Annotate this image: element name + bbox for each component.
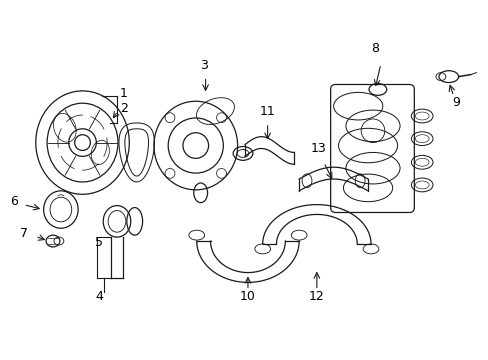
Text: 4: 4 xyxy=(95,290,103,303)
Text: 8: 8 xyxy=(370,42,378,55)
Text: 9: 9 xyxy=(452,96,460,109)
Text: 1: 1 xyxy=(120,87,127,100)
Text: 11: 11 xyxy=(259,105,275,118)
Text: 7: 7 xyxy=(20,227,27,240)
Text: 13: 13 xyxy=(310,143,326,156)
Text: 3: 3 xyxy=(199,59,207,72)
Text: 12: 12 xyxy=(308,290,324,303)
Text: 6: 6 xyxy=(10,195,18,208)
Text: 5: 5 xyxy=(95,236,103,249)
Text: 10: 10 xyxy=(240,290,255,303)
Text: 2: 2 xyxy=(120,102,127,114)
